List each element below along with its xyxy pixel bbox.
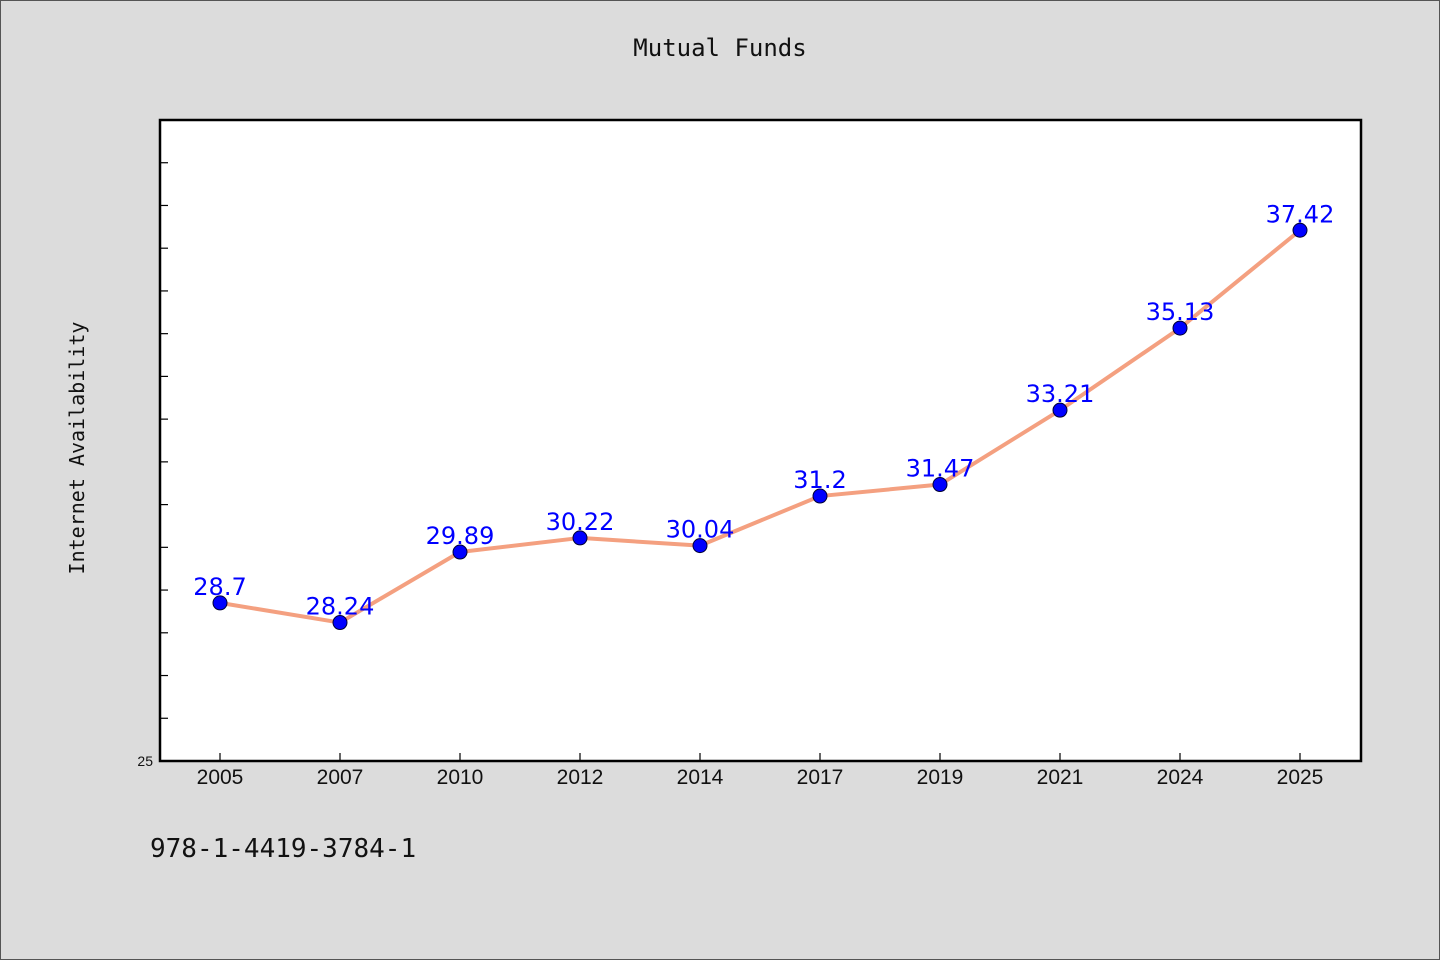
x-tick-label: 2019 bbox=[917, 766, 964, 789]
data-point bbox=[1292, 222, 1308, 238]
data-label: 29.89 bbox=[426, 522, 495, 550]
x-tick-label: 2025 bbox=[1277, 766, 1324, 789]
data-point bbox=[692, 538, 708, 554]
data-point bbox=[212, 595, 228, 611]
data-label: 35.13 bbox=[1146, 298, 1215, 326]
x-tick-label: 2014 bbox=[677, 766, 724, 789]
data-point bbox=[332, 615, 348, 631]
x-tick-label: 2005 bbox=[197, 766, 244, 789]
x-tick-label: 2007 bbox=[317, 766, 364, 789]
x-axis-ticks: 2005 2007 2010 2012 2014 2017 2019 2021 2024 2025 bbox=[197, 753, 1324, 789]
data-label: 28.24 bbox=[306, 593, 375, 621]
x-tick-label: 2024 bbox=[1157, 766, 1204, 789]
x-tick-label: 2012 bbox=[557, 766, 604, 789]
data-point bbox=[812, 488, 828, 504]
data-markers bbox=[212, 222, 1308, 631]
data-point bbox=[1172, 320, 1188, 336]
data-label: 33.21 bbox=[1026, 380, 1095, 408]
data-point bbox=[572, 530, 588, 546]
chart-title: Mutual Funds bbox=[633, 34, 807, 62]
data-label: 31.47 bbox=[906, 455, 975, 483]
data-point bbox=[932, 477, 948, 493]
isbn-text: 978-1-4419-3784-1 bbox=[150, 834, 417, 864]
y-axis-ticks bbox=[160, 162, 168, 762]
y-axis-min-label: 25 bbox=[137, 753, 153, 769]
data-label: 30.04 bbox=[666, 516, 735, 544]
data-label: 37.42 bbox=[1266, 200, 1335, 228]
data-labels: 28.7 28.24 29.89 30.22 30.04 31.2 31.47 33.21 35… bbox=[193, 200, 1334, 620]
data-point bbox=[1052, 402, 1068, 418]
data-point bbox=[452, 544, 468, 560]
data-label: 31.2 bbox=[793, 466, 846, 494]
data-label: 30.22 bbox=[546, 508, 615, 536]
plot-area bbox=[158, 118, 1363, 763]
series-line bbox=[218, 228, 1302, 625]
data-label: 28.7 bbox=[193, 573, 246, 601]
x-tick-label: 2010 bbox=[437, 766, 484, 789]
x-tick-label: 2017 bbox=[797, 766, 844, 789]
x-tick-label: 2021 bbox=[1037, 766, 1084, 789]
